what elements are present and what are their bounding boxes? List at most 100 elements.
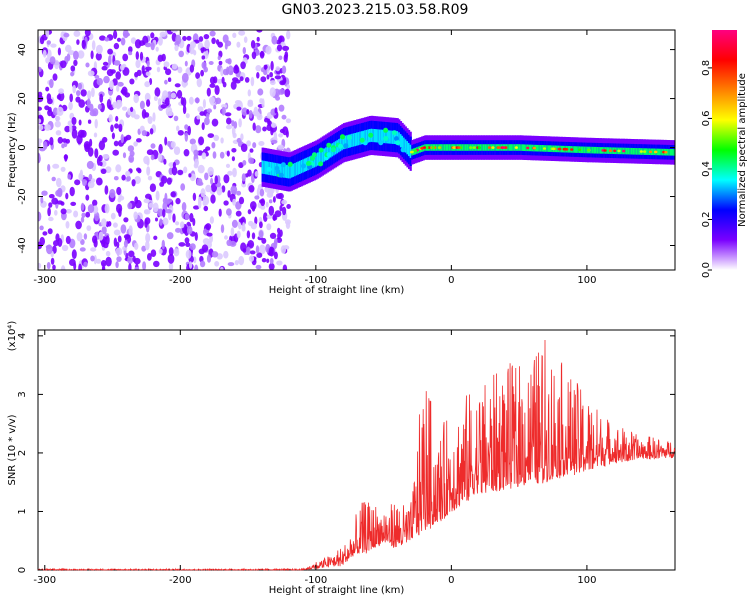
noise-mark xyxy=(279,80,286,86)
noise-mark xyxy=(167,140,171,147)
signal-hotspot xyxy=(343,143,349,149)
noise-mark xyxy=(197,198,202,209)
noise-mark xyxy=(248,157,255,164)
noise-mark xyxy=(185,113,190,119)
noise-mark xyxy=(186,35,192,41)
noise-mark xyxy=(158,143,163,154)
signal-hotspot xyxy=(501,146,505,149)
signal-band-core xyxy=(464,144,468,151)
signal-band-core xyxy=(466,144,469,151)
noise-mark xyxy=(163,61,170,68)
x-tick-label: -200 xyxy=(169,275,192,286)
noise-mark xyxy=(110,212,116,220)
noise-mark xyxy=(250,76,255,87)
noise-mark xyxy=(168,111,174,116)
signal-hotspot xyxy=(346,135,352,141)
noise-mark xyxy=(199,260,206,268)
noise-mark xyxy=(41,190,48,196)
signal-band-core xyxy=(435,144,438,151)
noise-mark xyxy=(85,211,91,218)
noise-mark xyxy=(258,141,265,146)
spectrogram-frame xyxy=(37,29,676,271)
signal-band-core xyxy=(417,146,420,154)
noise-mark xyxy=(90,50,94,60)
noise-mark xyxy=(123,217,129,223)
noise-mark xyxy=(282,126,289,136)
noise-mark xyxy=(268,246,275,257)
snr-x-label: Height of straight line (km) xyxy=(269,585,405,596)
noise-mark xyxy=(101,226,107,235)
noise-mark xyxy=(39,225,44,231)
noise-mark xyxy=(183,166,188,174)
signal-hotspot xyxy=(431,146,435,149)
noise-mark xyxy=(38,124,44,131)
noise-mark xyxy=(231,219,238,228)
signal-hotspot xyxy=(326,152,332,158)
noise-mark xyxy=(154,87,161,97)
noise-mark xyxy=(179,221,185,229)
signal-band-core xyxy=(359,131,362,145)
noise-mark xyxy=(215,97,222,105)
noise-mark xyxy=(248,110,253,119)
noise-mark xyxy=(249,250,256,255)
signal-band-core xyxy=(616,147,619,155)
noise-mark xyxy=(244,77,250,83)
noise-mark xyxy=(266,258,270,263)
x-tick-label: -300 xyxy=(33,275,56,286)
noise-mark xyxy=(84,30,91,37)
signal-hotspot xyxy=(578,148,582,151)
noise-mark xyxy=(153,260,160,268)
noise-mark xyxy=(200,188,206,198)
x-tick-label: 100 xyxy=(577,575,596,586)
noise-mark xyxy=(227,58,232,65)
noise-mark xyxy=(218,208,222,217)
signal-band-core xyxy=(539,145,542,152)
signal-band-core xyxy=(463,144,466,151)
noise-mark xyxy=(144,112,150,118)
signal-band-core xyxy=(289,165,292,179)
signal-band-core xyxy=(354,133,357,147)
signal-hotspot xyxy=(552,147,556,151)
snr-y-multiplier: (x10⁴) xyxy=(7,321,18,352)
noise-mark xyxy=(226,239,232,247)
signal-band-core xyxy=(625,147,629,155)
noise-mark xyxy=(123,32,130,37)
noise-mark xyxy=(86,225,92,232)
noise-mark xyxy=(268,205,275,216)
noise-mark xyxy=(241,107,248,116)
noise-mark xyxy=(234,100,242,105)
noise-mark xyxy=(266,123,273,132)
noise-mark xyxy=(38,106,42,111)
signal-band-core xyxy=(611,147,614,154)
noise-mark xyxy=(161,239,165,250)
noise-mark xyxy=(252,122,256,131)
noise-mark xyxy=(113,42,120,50)
noise-mark xyxy=(152,202,159,213)
noise-mark xyxy=(110,69,116,74)
noise-mark xyxy=(58,88,64,94)
signal-band-core xyxy=(380,129,383,143)
noise-mark xyxy=(259,98,263,104)
noise-mark xyxy=(175,34,182,45)
signal-band-core xyxy=(346,135,349,149)
noise-mark xyxy=(120,64,125,71)
noise-mark xyxy=(173,248,180,257)
signal-band-core xyxy=(510,144,513,151)
spectrogram-x-label: Height of straight line (km) xyxy=(269,285,405,296)
signal-hotspot xyxy=(330,147,336,153)
noise-mark xyxy=(261,237,267,244)
noise-mark xyxy=(250,40,256,49)
noise-mark xyxy=(256,187,260,198)
noise-mark xyxy=(102,61,109,66)
noise-mark xyxy=(269,258,274,265)
noise-mark xyxy=(152,112,156,122)
noise-mark xyxy=(236,41,241,48)
noise-mark xyxy=(136,138,142,143)
noise-mark xyxy=(71,249,77,260)
noise-mark xyxy=(258,230,264,238)
noise-mark xyxy=(227,190,231,198)
noise-mark xyxy=(200,47,208,52)
noise-mark xyxy=(94,148,99,159)
noise-mark xyxy=(232,132,237,139)
noise-mark xyxy=(109,80,114,91)
